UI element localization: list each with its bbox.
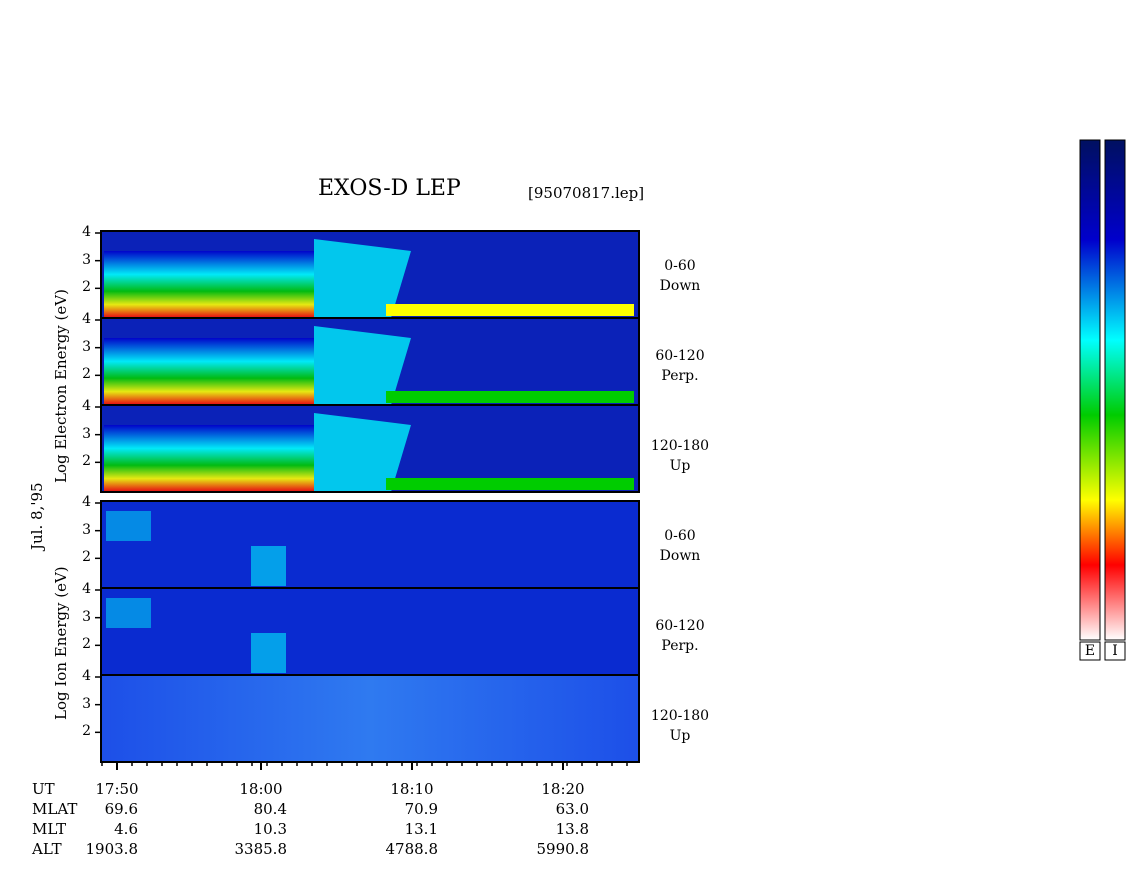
ephemeris-value: 4788.8: [385, 840, 439, 858]
colorbar-label-electron: E: [1084, 643, 1096, 659]
y-tick-label: 3: [82, 608, 91, 625]
panel-label-electron-up: 120-180 Up: [645, 436, 715, 476]
y-tick-label: 3: [82, 695, 91, 712]
flux-band: [101, 675, 639, 762]
flux-band: [314, 413, 411, 492]
ephemeris-value: 13.1: [404, 820, 438, 838]
y-tick-label: 2: [82, 636, 91, 653]
flux-band: [104, 425, 314, 492]
chart-title: EXOS-D LEP: [318, 176, 461, 201]
ephemeris-value: 10.3: [253, 820, 287, 838]
colorbar-tag-box: [1104, 641, 1126, 661]
panel-range: 0-60: [664, 258, 696, 274]
flux-band: [386, 478, 634, 490]
panel-direction: Down: [659, 548, 701, 564]
panel-range: 0-60: [664, 528, 696, 544]
y-tick-label: 4: [82, 494, 91, 510]
ephemeris-value: 80.4: [253, 800, 287, 818]
flux-band: [314, 326, 411, 405]
panel-label-electron-perp: 60-120 Perp.: [645, 346, 715, 386]
y-tick-label: 4: [82, 224, 91, 240]
panel-direction: Down: [659, 278, 701, 294]
x-tick-label: 18:00: [239, 780, 283, 798]
flux-band: [251, 546, 286, 586]
ephemeris-value: 3385.8: [234, 840, 288, 858]
panel-ion-up: [100, 674, 640, 763]
ephemeris-value: 70.9: [404, 800, 438, 818]
flux-band: [106, 598, 151, 628]
flux-band: [386, 304, 634, 316]
ephemeris-value: 63.0: [555, 800, 589, 818]
panel-label-electron-down: 0-60 Down: [645, 256, 715, 296]
panel-range: 60-120: [655, 348, 705, 364]
y-tick-label: 3: [82, 521, 91, 538]
colorbar-electron: [1079, 139, 1101, 641]
y-tick-label: 3: [82, 425, 91, 442]
ephemeris-value: 13.8: [555, 820, 589, 838]
ephemeris-label-ut: UT: [32, 780, 55, 798]
panel-electron-down: [100, 230, 640, 319]
panel-ion-perp: [100, 587, 640, 676]
panel-background: [101, 588, 639, 675]
flux-band: [104, 251, 314, 318]
panel-range: 120-180: [650, 438, 710, 454]
x-tick-label: 18:20: [541, 780, 585, 798]
flux-band: [251, 633, 286, 673]
panel-frame: [100, 404, 640, 493]
ephemeris-label-mlat: MLAT: [32, 800, 78, 818]
y-tick-label: 3: [82, 338, 91, 355]
y-tick-label: 2: [82, 723, 91, 740]
y-tick-label: 4: [82, 581, 91, 597]
ephemeris-label-mlt: MLT: [32, 820, 67, 838]
ephemeris-value: 5990.8: [536, 840, 590, 858]
y-tick-label: 3: [82, 251, 91, 268]
y-tick-label: 2: [82, 549, 91, 566]
panel-range: 60-120: [655, 618, 705, 634]
panel-direction: Perp.: [661, 368, 699, 384]
panel-label-ion-up: 120-180 Up: [645, 706, 715, 746]
ephemeris-value: 69.6: [104, 800, 138, 818]
panel-electron-up: [100, 404, 640, 493]
ephemeris-label-alt: ALT: [32, 840, 62, 858]
panel-label-ion-perp: 60-120 Perp.: [645, 616, 715, 656]
flux-band: [104, 338, 314, 405]
y-tick-label: 2: [82, 453, 91, 470]
x-tick-label: 18:10: [390, 780, 434, 798]
panel-direction: Up: [669, 458, 691, 474]
ephemeris-value: 4.6: [114, 820, 138, 838]
colorbar-label-ion: I: [1112, 643, 1118, 659]
panel-range: 120-180: [650, 708, 710, 724]
panel-label-ion-down: 0-60 Down: [645, 526, 715, 566]
flux-band: [386, 391, 634, 403]
colorbar-ion: [1104, 139, 1126, 641]
y-tick-label: 4: [82, 398, 91, 414]
y-tick-label: 2: [82, 279, 91, 296]
panel-direction: Perp.: [661, 638, 699, 654]
panel-background: [101, 501, 639, 588]
panel-electron-perp: [100, 317, 640, 406]
ephemeris-value: 1903.8: [85, 840, 139, 858]
x-tick-label: 17:50: [95, 780, 139, 798]
y-tick-label: 4: [82, 311, 91, 327]
y-tick-label: 4: [82, 668, 91, 684]
file-label: [95070817.lep]: [528, 184, 645, 202]
flux-band: [106, 511, 151, 541]
panel-direction: Up: [669, 728, 691, 744]
flux-band: [314, 239, 411, 318]
panel-ion-down: [100, 500, 640, 589]
colorbar-tag-box: [1079, 641, 1101, 661]
y-tick-label: 2: [82, 366, 91, 383]
